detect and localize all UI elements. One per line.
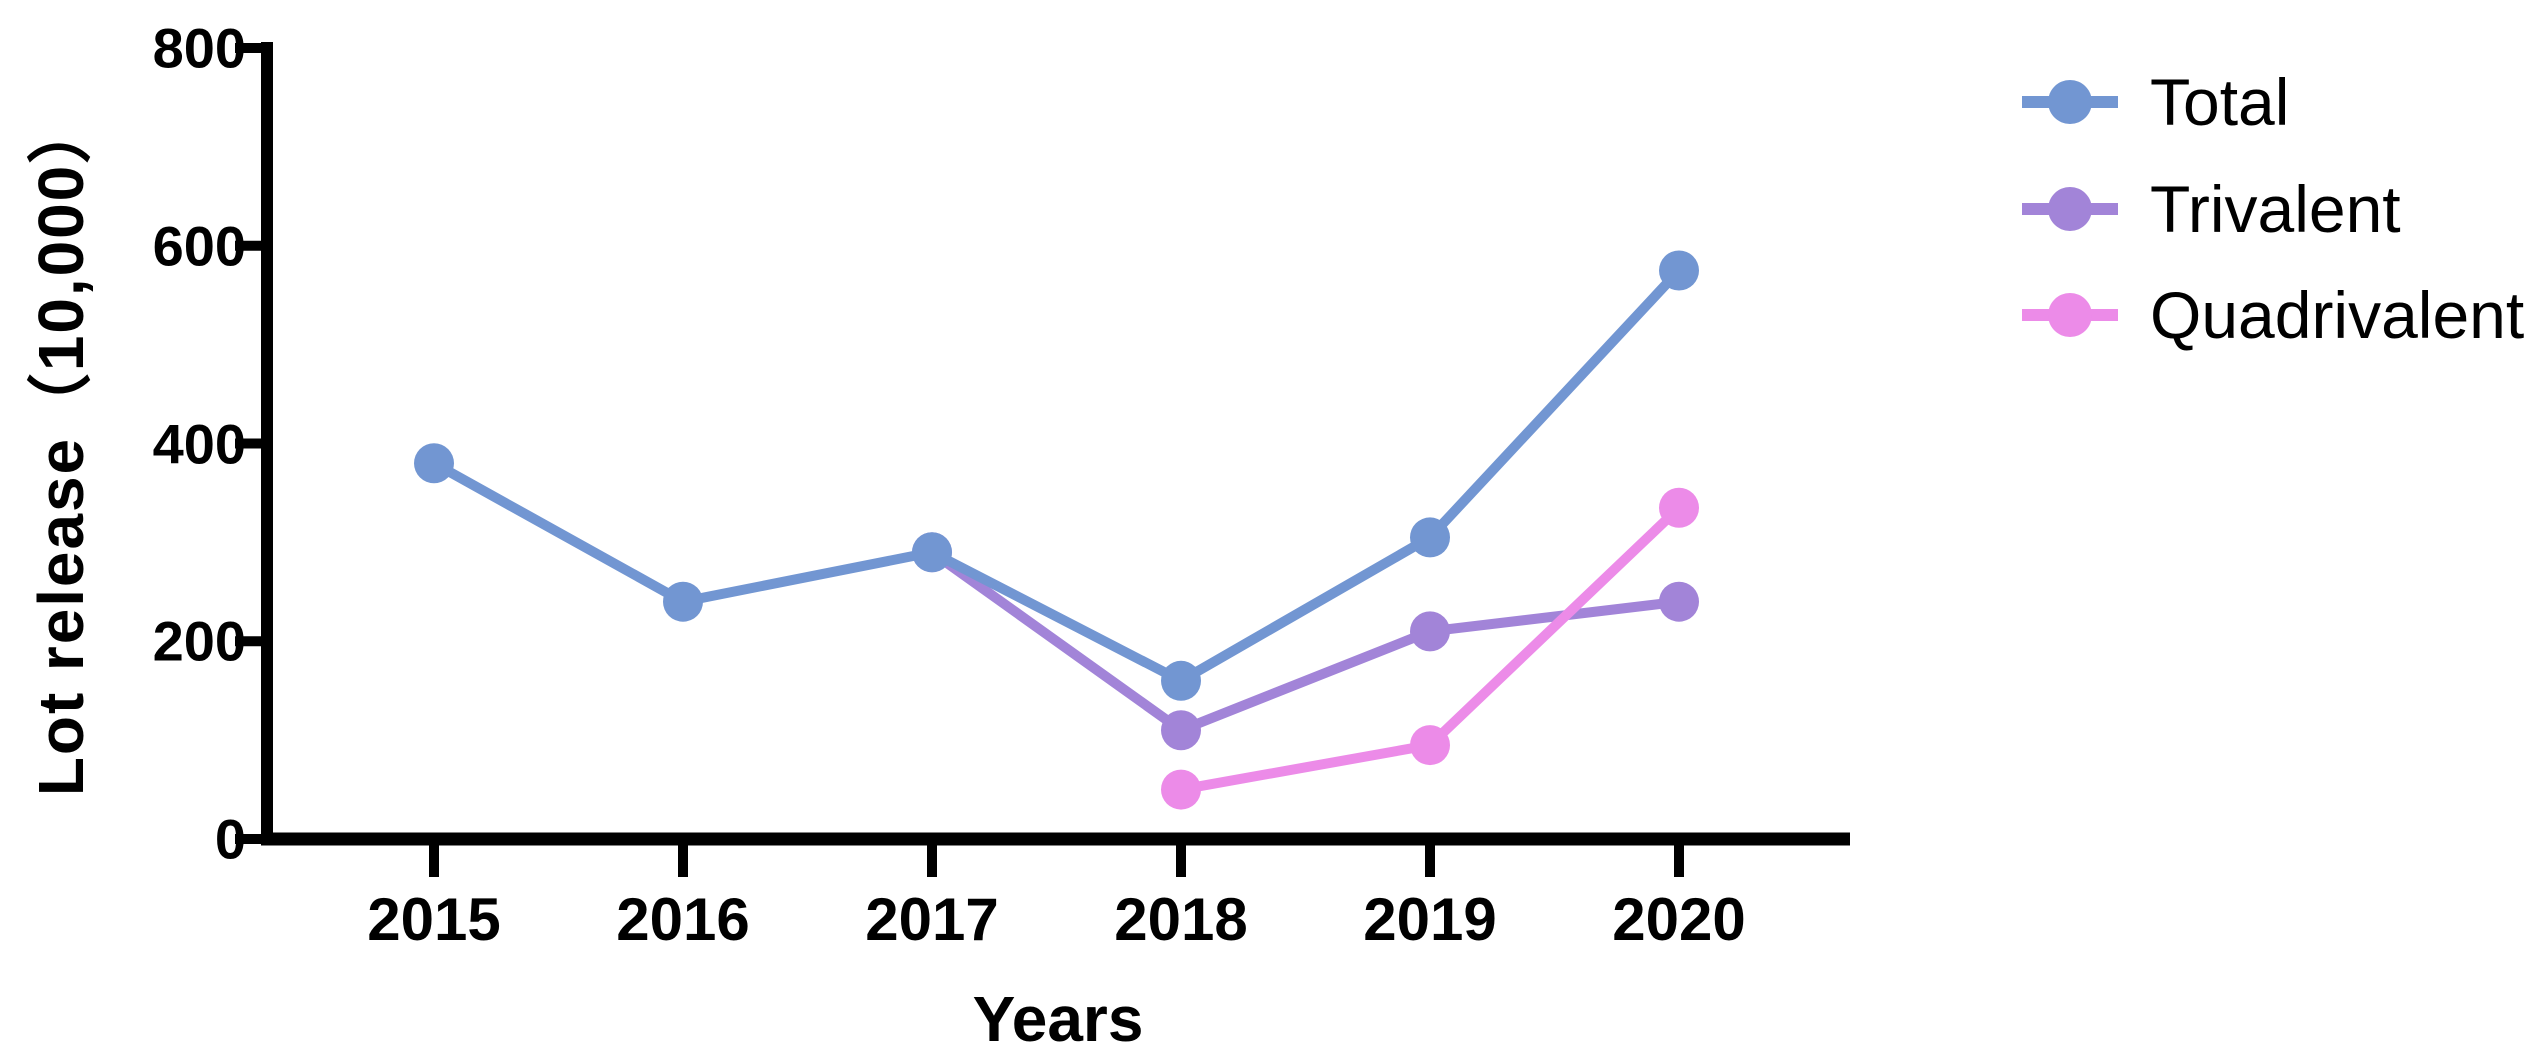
marker-trivalent-2018 [1161, 710, 1201, 751]
marker-trivalent-2020 [1659, 581, 1699, 622]
marker-total-2017 [912, 532, 952, 573]
y-tick-label-0: 0 [215, 808, 246, 871]
y-axis-tick-labels: 0 200 400 600 800 [153, 17, 246, 871]
series-line-total [431, 267, 1683, 686]
x-tick-label-2019: 2019 [1363, 886, 1496, 953]
marker-quadrivalent-2018 [1161, 769, 1201, 810]
legend-label-trivalent: Trivalent [2150, 172, 2401, 246]
legend-item-trivalent: Trivalent [2022, 172, 2401, 246]
x-tick-label-2020: 2020 [1612, 886, 1745, 953]
marker-total-2015 [414, 443, 454, 484]
marker-quadrivalent-2019 [1410, 725, 1450, 766]
legend-marker-trivalent [2048, 187, 2092, 231]
legend-label-total: Total [2150, 65, 2289, 139]
legend-marker-quadrivalent [2048, 293, 2092, 337]
y-tick-label-400: 400 [153, 413, 246, 476]
legend-marker-total [2048, 80, 2092, 124]
x-tick-label-2018: 2018 [1114, 886, 1247, 953]
x-tick-label-2017: 2017 [865, 886, 998, 953]
series-layer [414, 250, 1699, 810]
series-line-trivalent [929, 548, 1680, 736]
legend-item-total: Total [2022, 65, 2289, 139]
marker-total-2020 [1659, 250, 1699, 291]
marker-trivalent-2019 [1410, 611, 1450, 652]
legend: Total Trivalent Quadrivalent [2022, 65, 2524, 352]
y-tick-label-800: 800 [153, 17, 246, 80]
y-tick-label-600: 600 [153, 215, 246, 278]
marker-quadrivalent-2020 [1659, 487, 1699, 528]
marker-total-2016 [663, 581, 703, 622]
x-tick-label-2015: 2015 [367, 886, 500, 953]
marker-total-2019 [1410, 517, 1450, 558]
legend-label-quadrivalent: Quadrivalent [2150, 278, 2524, 352]
y-tick-label-200: 200 [153, 610, 246, 673]
legend-item-quadrivalent: Quadrivalent [2022, 278, 2524, 352]
marker-total-2018 [1161, 660, 1201, 701]
y-axis-title: Lot release（10,000） [25, 98, 97, 796]
axes-layer [235, 42, 1850, 877]
x-axis-tick-labels: 2015 2016 2017 2018 2019 2020 [367, 886, 1745, 953]
x-axis-title: Years [973, 983, 1144, 1055]
x-tick-label-2016: 2016 [616, 886, 749, 953]
